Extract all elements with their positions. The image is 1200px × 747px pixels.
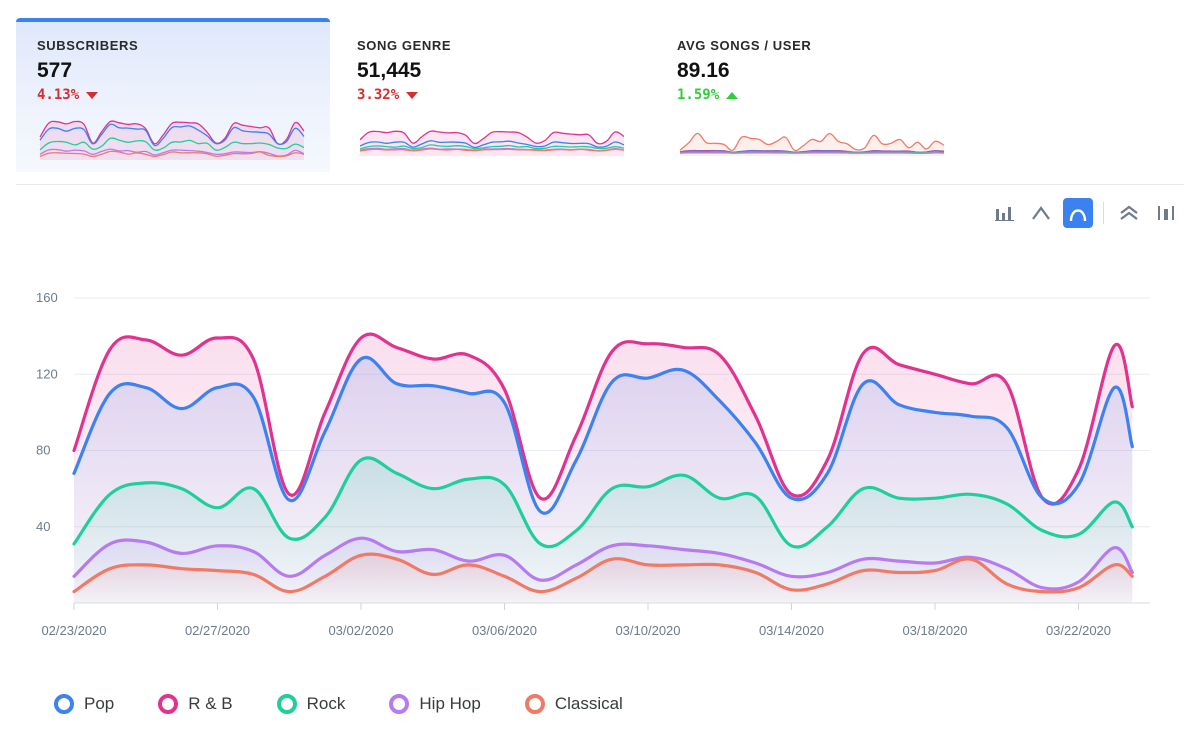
- axes: 40 80 120 160 02/23/2020 02/27/2020 03/02/2020…: [36, 290, 1150, 638]
- y-tick-label: 80: [36, 443, 50, 458]
- line-rock[interactable]: [72, 456, 1134, 549]
- legend-item-rnb[interactable]: R & B: [158, 694, 233, 714]
- spark-series: [679, 132, 945, 156]
- legend: Pop R & B Rock Hip Hop Classical: [54, 694, 667, 714]
- line-pop[interactable]: [72, 355, 1134, 515]
- column-toggle-button[interactable]: [1151, 198, 1181, 228]
- legend-item-hip-hop[interactable]: Hip Hop: [389, 694, 481, 714]
- toolbar-separator: [1103, 202, 1104, 224]
- kpi-card-song-genre[interactable]: SONG GENRE 51,445 3.32%: [336, 18, 650, 172]
- chart-toolbar: [986, 196, 1182, 230]
- bar-chart-icon: [995, 207, 1014, 221]
- kpi-value: 577: [37, 59, 73, 82]
- legend-label: Pop: [84, 694, 115, 713]
- kpi-card-subscribers[interactable]: SUBSCRIBERS 577 4.13%: [16, 18, 330, 172]
- line-chart-button[interactable]: [1026, 198, 1056, 228]
- line-classical[interactable]: [72, 552, 1134, 594]
- spark-series: [359, 130, 625, 156]
- kpi-change-text: 3.32%: [357, 87, 400, 103]
- kpi-label: SUBSCRIBERS: [37, 38, 139, 53]
- legend-marker-icon: [158, 694, 179, 714]
- spark-line: [359, 144, 625, 150]
- smooth-curve-button[interactable]: [1063, 198, 1093, 228]
- x-tick-label: 03/14/2020: [759, 623, 824, 638]
- smooth-curve-icon: [1069, 209, 1087, 222]
- kpi-label: SONG GENRE: [357, 38, 452, 53]
- divider: [16, 184, 1184, 185]
- kpi-change: 4.13%: [37, 87, 330, 103]
- y-tick-label: 160: [36, 290, 58, 305]
- area-classical: [74, 554, 1133, 603]
- spark-line: [679, 132, 945, 152]
- spark-line: [39, 150, 305, 158]
- legend-marker-icon: [389, 694, 410, 714]
- spark-line: [359, 140, 625, 149]
- arrow-down-icon: [86, 91, 99, 99]
- arrow-up-icon: [726, 91, 739, 99]
- line-r-b[interactable]: [72, 332, 1134, 506]
- y-tick-label: 40: [36, 519, 50, 534]
- kpi-value: 89.16: [677, 59, 730, 82]
- legend-marker-icon: [524, 694, 545, 714]
- x-tick-label: 02/27/2020: [185, 623, 250, 638]
- column-toggle-icon: [1158, 206, 1174, 220]
- bar-chart-button[interactable]: [990, 198, 1020, 228]
- legend-item-classical[interactable]: Classical: [524, 694, 623, 714]
- spark-series: [39, 120, 305, 160]
- kpi-label: AVG SONGS / USER: [677, 38, 812, 53]
- kpi-change: 1.59%: [677, 87, 970, 103]
- line-chart-icon: [1032, 206, 1050, 220]
- series-lines: [72, 332, 1134, 594]
- arrow-down-icon: [406, 91, 419, 99]
- line-hip-hop[interactable]: [72, 536, 1134, 591]
- spark-line: [359, 130, 625, 145]
- sparkline-song-genre: [359, 130, 625, 156]
- legend-item-pop[interactable]: Pop: [54, 694, 114, 714]
- legend-marker-icon: [54, 694, 74, 714]
- kpi-value: 51,445: [357, 59, 422, 82]
- stacked-area-button[interactable]: [1114, 198, 1144, 228]
- stacked-area-icon: [1120, 205, 1138, 220]
- legend-item-rock[interactable]: Rock: [276, 694, 346, 714]
- legend-label: Hip Hop: [419, 694, 481, 713]
- spark-line: [39, 123, 305, 147]
- legend-label: Classical: [554, 694, 623, 713]
- kpi-change-text: 1.59%: [677, 87, 720, 103]
- sparkline-subscribers: [39, 120, 305, 160]
- legend-marker-icon: [276, 694, 297, 714]
- kpi-change: 3.32%: [357, 87, 650, 103]
- kpi-card-avg-songs[interactable]: AVG SONGS / USER 89.16 1.59%: [656, 18, 970, 172]
- spark-line: [679, 152, 945, 154]
- x-tick-label: 03/06/2020: [472, 623, 537, 638]
- x-tick-label: 03/22/2020: [1046, 623, 1111, 638]
- x-tick-label: 03/02/2020: [328, 623, 393, 638]
- sparkline-avg-songs: [679, 132, 945, 156]
- spark-line: [359, 148, 625, 152]
- kpi-cards: SUBSCRIBERS 577 4.13% SONG GENRE 51,445 …: [16, 18, 1184, 172]
- x-tick-label: 02/23/2020: [41, 623, 106, 638]
- kpi-change-text: 4.13%: [37, 87, 80, 103]
- spark-line: [39, 120, 305, 146]
- main-chart: 40 80 120 160 02/23/2020 02/27/2020 03/02/2020…: [36, 290, 1150, 638]
- legend-label: R & B: [188, 694, 233, 713]
- spark-line: [39, 137, 305, 151]
- spark-line: [679, 150, 945, 154]
- y-tick-label: 120: [36, 366, 58, 381]
- x-tick-label: 03/18/2020: [902, 623, 967, 638]
- legend-label: Rock: [306, 694, 346, 713]
- x-tick-label: 03/10/2020: [615, 623, 680, 638]
